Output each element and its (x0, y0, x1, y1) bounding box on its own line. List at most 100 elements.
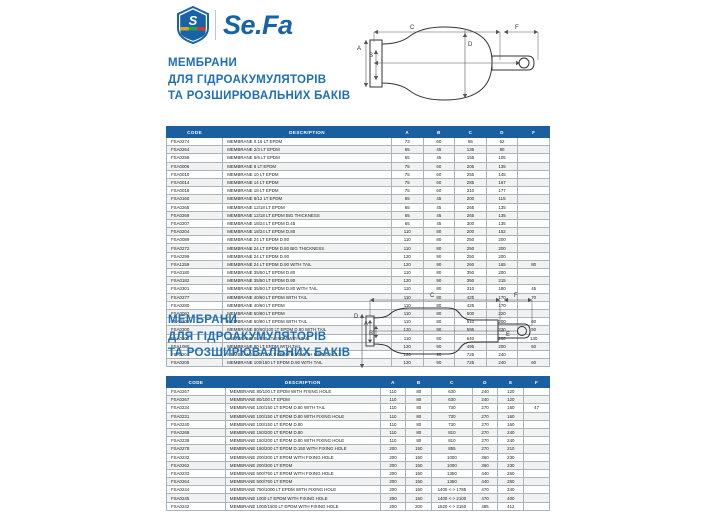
cell-code: FSA0244 (166, 485, 226, 495)
cell-dimension: 1350 (431, 477, 473, 487)
cell-dimension: 300 (454, 218, 487, 229)
table-row: FSA0234 MEMBRANE 100/150 LT EPDM D.80 WIT… (166, 403, 550, 413)
cell-dimension: 200 (379, 485, 407, 495)
col-header-description: DESCRIPTION (224, 376, 381, 388)
cell-dimension: 360 (471, 460, 499, 470)
cell-dimension: 270 (471, 411, 499, 421)
cell-dimension: 200 (454, 194, 487, 204)
page-title-top-line3: ТА РОЗШИРЮВАЛЬНИХ БАКІВ (168, 90, 351, 103)
cell-description: MEMBRANE 0.16 LT EPDM (222, 136, 392, 147)
cell-code: FSA0234 (166, 403, 226, 413)
cell-dimension: 75 (390, 186, 424, 196)
cell-dimension: 200 (454, 227, 487, 237)
cell-code: FSA0089 (165, 235, 224, 245)
cell-dimension: 730 (431, 419, 473, 429)
svg-text:D: D (354, 314, 359, 320)
cell-dimension: 65 (390, 194, 424, 204)
cell-dimension (523, 452, 550, 462)
cell-dimension: 230 (497, 460, 525, 470)
cell-dimension: 110 (379, 403, 407, 413)
cell-dimension: 200 (379, 477, 407, 487)
cell-description: MEMBRANE 35/50 LT EPDM D.80 (222, 267, 392, 278)
membrane-profile-diagram-bottom: C F D A B E (352, 288, 552, 374)
cell-dimension: 165 (485, 259, 519, 270)
cell-dimension: 1400 <-> 1785 (431, 485, 473, 495)
cell-dimension (517, 251, 550, 261)
cell-description: MEMBRANE 500/750 LT EPDM WITH FIXING HOL… (224, 468, 381, 479)
cell-description: MEMBRANE 100/150 LT EPDM D.80 WITH FIXIN… (224, 411, 381, 421)
cell-dimension: 110 (390, 235, 424, 245)
cell-dimension: 440 (471, 477, 499, 487)
page-title-bottom-line2: ДЛЯ ГІДРОАКУМУЛЯТОРІВ (168, 330, 327, 343)
svg-text:A: A (357, 46, 361, 52)
cell-code: FSA1259 (165, 259, 224, 270)
cell-dimension (517, 243, 550, 253)
col-header-d: D (471, 376, 499, 388)
cell-dimension: 80 (422, 267, 456, 278)
cell-dimension: 150 (405, 477, 433, 487)
cell-dimension: 250 (454, 251, 487, 261)
table-row: FSA0267 MEMBRANE 80/100 LT EPDM 110 80 630 24… (166, 395, 550, 405)
sefa-shield-logo-icon: S (176, 5, 210, 45)
cell-dimension: 630 (431, 395, 473, 405)
cell-dimension: 177 (485, 186, 519, 196)
cell-dimension: 485 (471, 501, 499, 511)
cell-description: MEMBRANE 24 LT EPDM D.90 (222, 251, 392, 261)
page-title-bottom-line3: ТА РОЗШИРЮВАЛЬНИХ БАКІВ (168, 347, 351, 360)
cell-dimension: 135 (485, 218, 519, 229)
table-row: FSA0299 MEMBRANE 24 LT EPDM D.90 120 90 250 2… (165, 251, 550, 261)
cell-dimension: 65 (390, 153, 424, 163)
table-row: FSA0262 MEMBRANE 200/300 LT EPDM 200 150 100… (166, 460, 550, 470)
table-row: FSA1080 MEMBRANE 80 LT EPDM WITH TAIL 120 9… (165, 341, 550, 351)
cell-code: FSA0204 (165, 227, 224, 237)
cell-dimension: 630 (431, 386, 473, 397)
cell-description: MEMBRANE 2/3 LT EPDM (222, 145, 392, 155)
cell-dimension: 60 (517, 358, 550, 368)
cell-dimension: 1400 <-> 2100 (431, 493, 473, 503)
logo-divider (215, 10, 216, 40)
cell-code: FSA0014 (165, 177, 224, 188)
cell-code: FSA0264 (166, 477, 226, 487)
cell-dimension (523, 436, 550, 446)
cell-dimension: 65 (390, 218, 424, 229)
cell-dimension: 250 (454, 243, 487, 253)
cell-description: MEMBRANE 750/1000 LT EPDM WITH FIXING HO… (224, 485, 381, 495)
table-row: FSA0277 MEMBRANE 40/60 LT EPDM WITH TAIL 1… (165, 292, 550, 302)
cell-dimension (523, 460, 550, 470)
cell-description: MEMBRANE 80/100 LT EPDM (224, 395, 381, 405)
cell-code: FSA0006 (165, 161, 224, 171)
table-row: FSA0089 MEMBRANE 24 LT EPDM D.80 110 80 250 2… (165, 235, 550, 245)
cell-dimension (523, 419, 550, 429)
svg-text:S: S (189, 13, 198, 28)
cell-description: MEMBRANE 150/200 LT EPDM D.150 WITH FIXI… (224, 444, 381, 454)
cell-code: FSA0180 (165, 267, 224, 278)
cell-dimension: 120 (390, 276, 424, 286)
page-title-bottom-line1: МЕМБРАНИ (168, 314, 238, 326)
cell-dimension: 150 (405, 460, 433, 470)
cell-dimension: 270 (471, 436, 499, 446)
cell-code: FSA0160 (165, 194, 224, 204)
cell-code: FSA0265 (165, 202, 224, 212)
cell-description: MEMBRANE 24 LT EPDM D.80 BIG THICKNESS (222, 243, 392, 253)
cell-dimension: 285 (454, 177, 487, 188)
svg-text:E: E (506, 332, 510, 338)
cell-dimension: 90 (422, 276, 456, 286)
cell-dimension: 265 (454, 210, 487, 220)
cell-code: FSA0245 (166, 493, 226, 503)
cell-description: MEMBRANE 18 LT EPDM (222, 186, 392, 196)
cell-description: MEMBRANE 24 LT EPDM D.90 WITH TAIL (222, 259, 392, 270)
cell-dimension: 45 (422, 202, 456, 212)
cell-dimension: 45 (422, 145, 456, 155)
cell-dimension: 350 (454, 267, 487, 278)
cell-code: FSA0010 (165, 169, 224, 179)
cell-dimension: 215 (485, 276, 519, 286)
table-row: FSA0272 MEMBRANE 24 LT EPDM D.80 BIG THIC… (165, 243, 550, 253)
cell-dimension: 45 (422, 194, 456, 204)
cell-dimension: 110 (390, 243, 424, 253)
cell-dimension (523, 493, 550, 503)
cell-dimension: 730 (431, 411, 473, 421)
cell-dimension (523, 444, 550, 454)
cell-dimension: 1000 (431, 460, 473, 470)
cell-dimension: 120 (390, 259, 424, 270)
